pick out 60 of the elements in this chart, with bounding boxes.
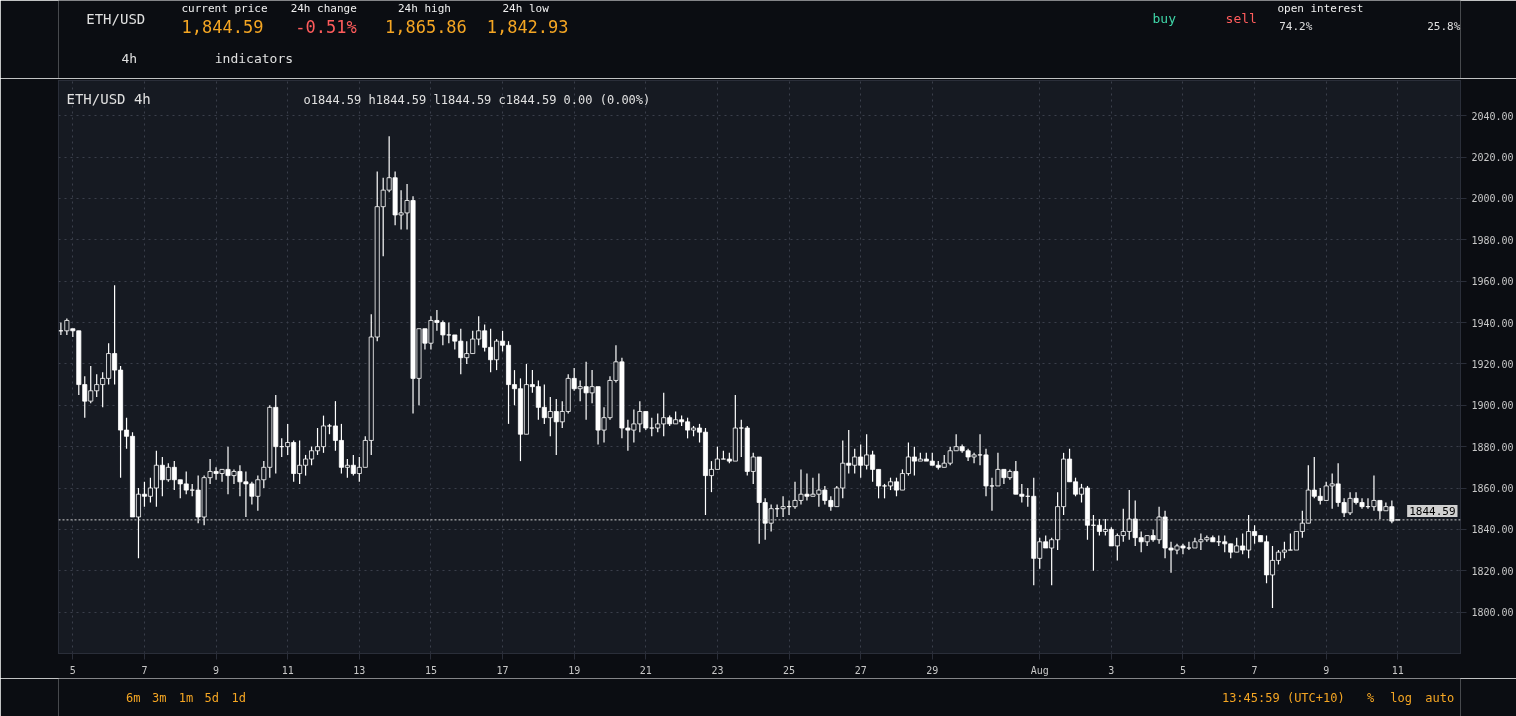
text: 24h low xyxy=(502,2,550,15)
text: 1,865.86 xyxy=(384,17,467,37)
text: log xyxy=(1390,690,1412,705)
text: 1,844.59 xyxy=(181,17,264,37)
text: 25.8% xyxy=(1427,20,1461,33)
text: % xyxy=(1367,690,1376,705)
text: current price xyxy=(181,2,268,15)
x-tick-label: 11 xyxy=(1391,664,1404,676)
y-tick-label: 2020.00 xyxy=(1471,152,1514,164)
text: 4h xyxy=(121,51,138,66)
annotation: o1844.59 h1844.59 l1844.59 c1844.59 0.00 (0.00%) xyxy=(303,92,651,107)
text: buy xyxy=(1152,11,1177,26)
text: 1m xyxy=(178,690,194,705)
y-tick-label: 1940.00 xyxy=(1471,317,1514,329)
text: 3m xyxy=(151,690,167,705)
text: ETH/USD 4h xyxy=(66,90,151,107)
text: 74.2% xyxy=(1279,20,1313,33)
text: open interest xyxy=(1277,2,1364,15)
x-tick-label: 21 xyxy=(639,664,652,676)
text: indicators xyxy=(214,51,294,66)
y-tick-label: 1800.00 xyxy=(1471,607,1514,619)
x-tick-label: 27 xyxy=(854,664,867,676)
text: 13:45:59 (UTC+10) xyxy=(1221,690,1345,705)
x-tick-label: 11 xyxy=(281,664,294,676)
y-tick-label: 1820.00 xyxy=(1471,565,1514,577)
y-tick-label: 1900.00 xyxy=(1471,400,1514,412)
text: 1,842.93 xyxy=(486,17,569,37)
x-tick-label: 7 xyxy=(141,664,148,676)
x-tick-label: 7 xyxy=(1251,664,1258,676)
x-tick-label: 29 xyxy=(926,664,939,676)
y-tick-label: 1960.00 xyxy=(1471,276,1514,288)
x-tick-label: 9 xyxy=(1323,664,1330,676)
text: 24h change xyxy=(290,2,357,15)
y-tick-label: 1860.00 xyxy=(1471,483,1514,495)
x-tick-label: 5 xyxy=(1179,664,1186,676)
y-tick-label: 2040.00 xyxy=(1471,110,1514,122)
x-tick-label: 13 xyxy=(353,664,366,676)
text: 6m xyxy=(126,690,141,705)
text: 5d xyxy=(204,690,220,705)
text: 1d xyxy=(231,690,246,705)
x-tick-label: 23 xyxy=(711,664,724,676)
y-tick-label: 1920.00 xyxy=(1471,358,1514,370)
text: sell xyxy=(1225,11,1257,26)
x-tick-label: 19 xyxy=(568,664,581,676)
y-tick-label: 2000.00 xyxy=(1471,193,1514,205)
ref-line-label: 1844.59 xyxy=(1409,504,1456,518)
y-tick-label: 1840.00 xyxy=(1471,524,1514,536)
x-tick-label: 5 xyxy=(69,664,76,676)
x-tick-label: 9 xyxy=(213,664,220,676)
text: 24h high xyxy=(397,2,451,15)
y-tick-label: 1980.00 xyxy=(1471,234,1514,246)
text: -0.51% xyxy=(295,16,357,37)
text: auto xyxy=(1425,690,1455,705)
x-tick-label: 25 xyxy=(783,664,796,676)
x-tick-label: Aug xyxy=(1030,664,1049,676)
x-tick-label: 15 xyxy=(424,664,437,676)
x-tick-label: 17 xyxy=(496,664,509,676)
x-tick-label: 3 xyxy=(1108,664,1115,676)
text: ETH/USD xyxy=(86,10,146,27)
y-tick-label: 1880.00 xyxy=(1471,441,1514,453)
